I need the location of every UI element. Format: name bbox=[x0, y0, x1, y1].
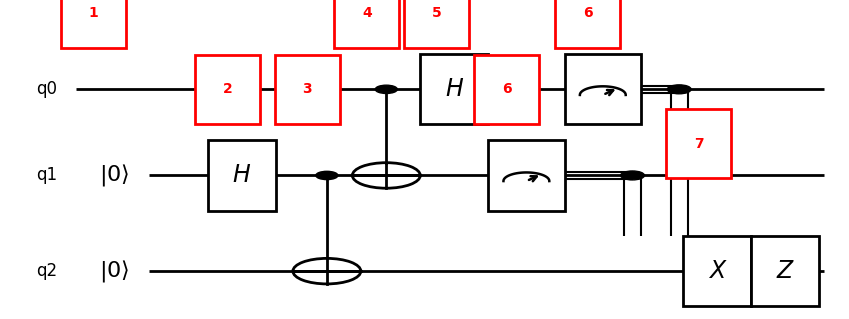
Text: $|0\rangle$: $|0\rangle$ bbox=[99, 162, 130, 189]
Text: $Z$: $Z$ bbox=[776, 260, 795, 283]
Text: 7: 7 bbox=[694, 137, 704, 151]
Text: 6: 6 bbox=[582, 6, 593, 20]
Text: 5: 5 bbox=[431, 6, 441, 20]
Bar bbox=[683, 236, 751, 306]
Text: 2: 2 bbox=[222, 82, 233, 96]
Bar bbox=[565, 54, 641, 124]
Text: 4: 4 bbox=[362, 6, 372, 20]
Circle shape bbox=[667, 85, 691, 94]
Bar bbox=[208, 140, 276, 211]
Text: q0: q0 bbox=[37, 80, 57, 98]
Text: 3: 3 bbox=[302, 82, 312, 96]
Text: q2: q2 bbox=[37, 262, 57, 280]
Circle shape bbox=[375, 85, 397, 93]
Text: $|0\rangle$: $|0\rangle$ bbox=[99, 258, 130, 284]
Text: 1: 1 bbox=[88, 6, 98, 20]
Text: 6: 6 bbox=[502, 82, 512, 96]
Bar bbox=[420, 54, 488, 124]
Text: q1: q1 bbox=[37, 167, 57, 184]
Text: $X$: $X$ bbox=[707, 260, 728, 283]
Circle shape bbox=[316, 171, 338, 180]
Bar bbox=[488, 140, 565, 211]
Text: $H$: $H$ bbox=[445, 78, 464, 101]
Circle shape bbox=[621, 171, 644, 180]
Text: $H$: $H$ bbox=[233, 164, 251, 187]
Bar bbox=[751, 236, 819, 306]
